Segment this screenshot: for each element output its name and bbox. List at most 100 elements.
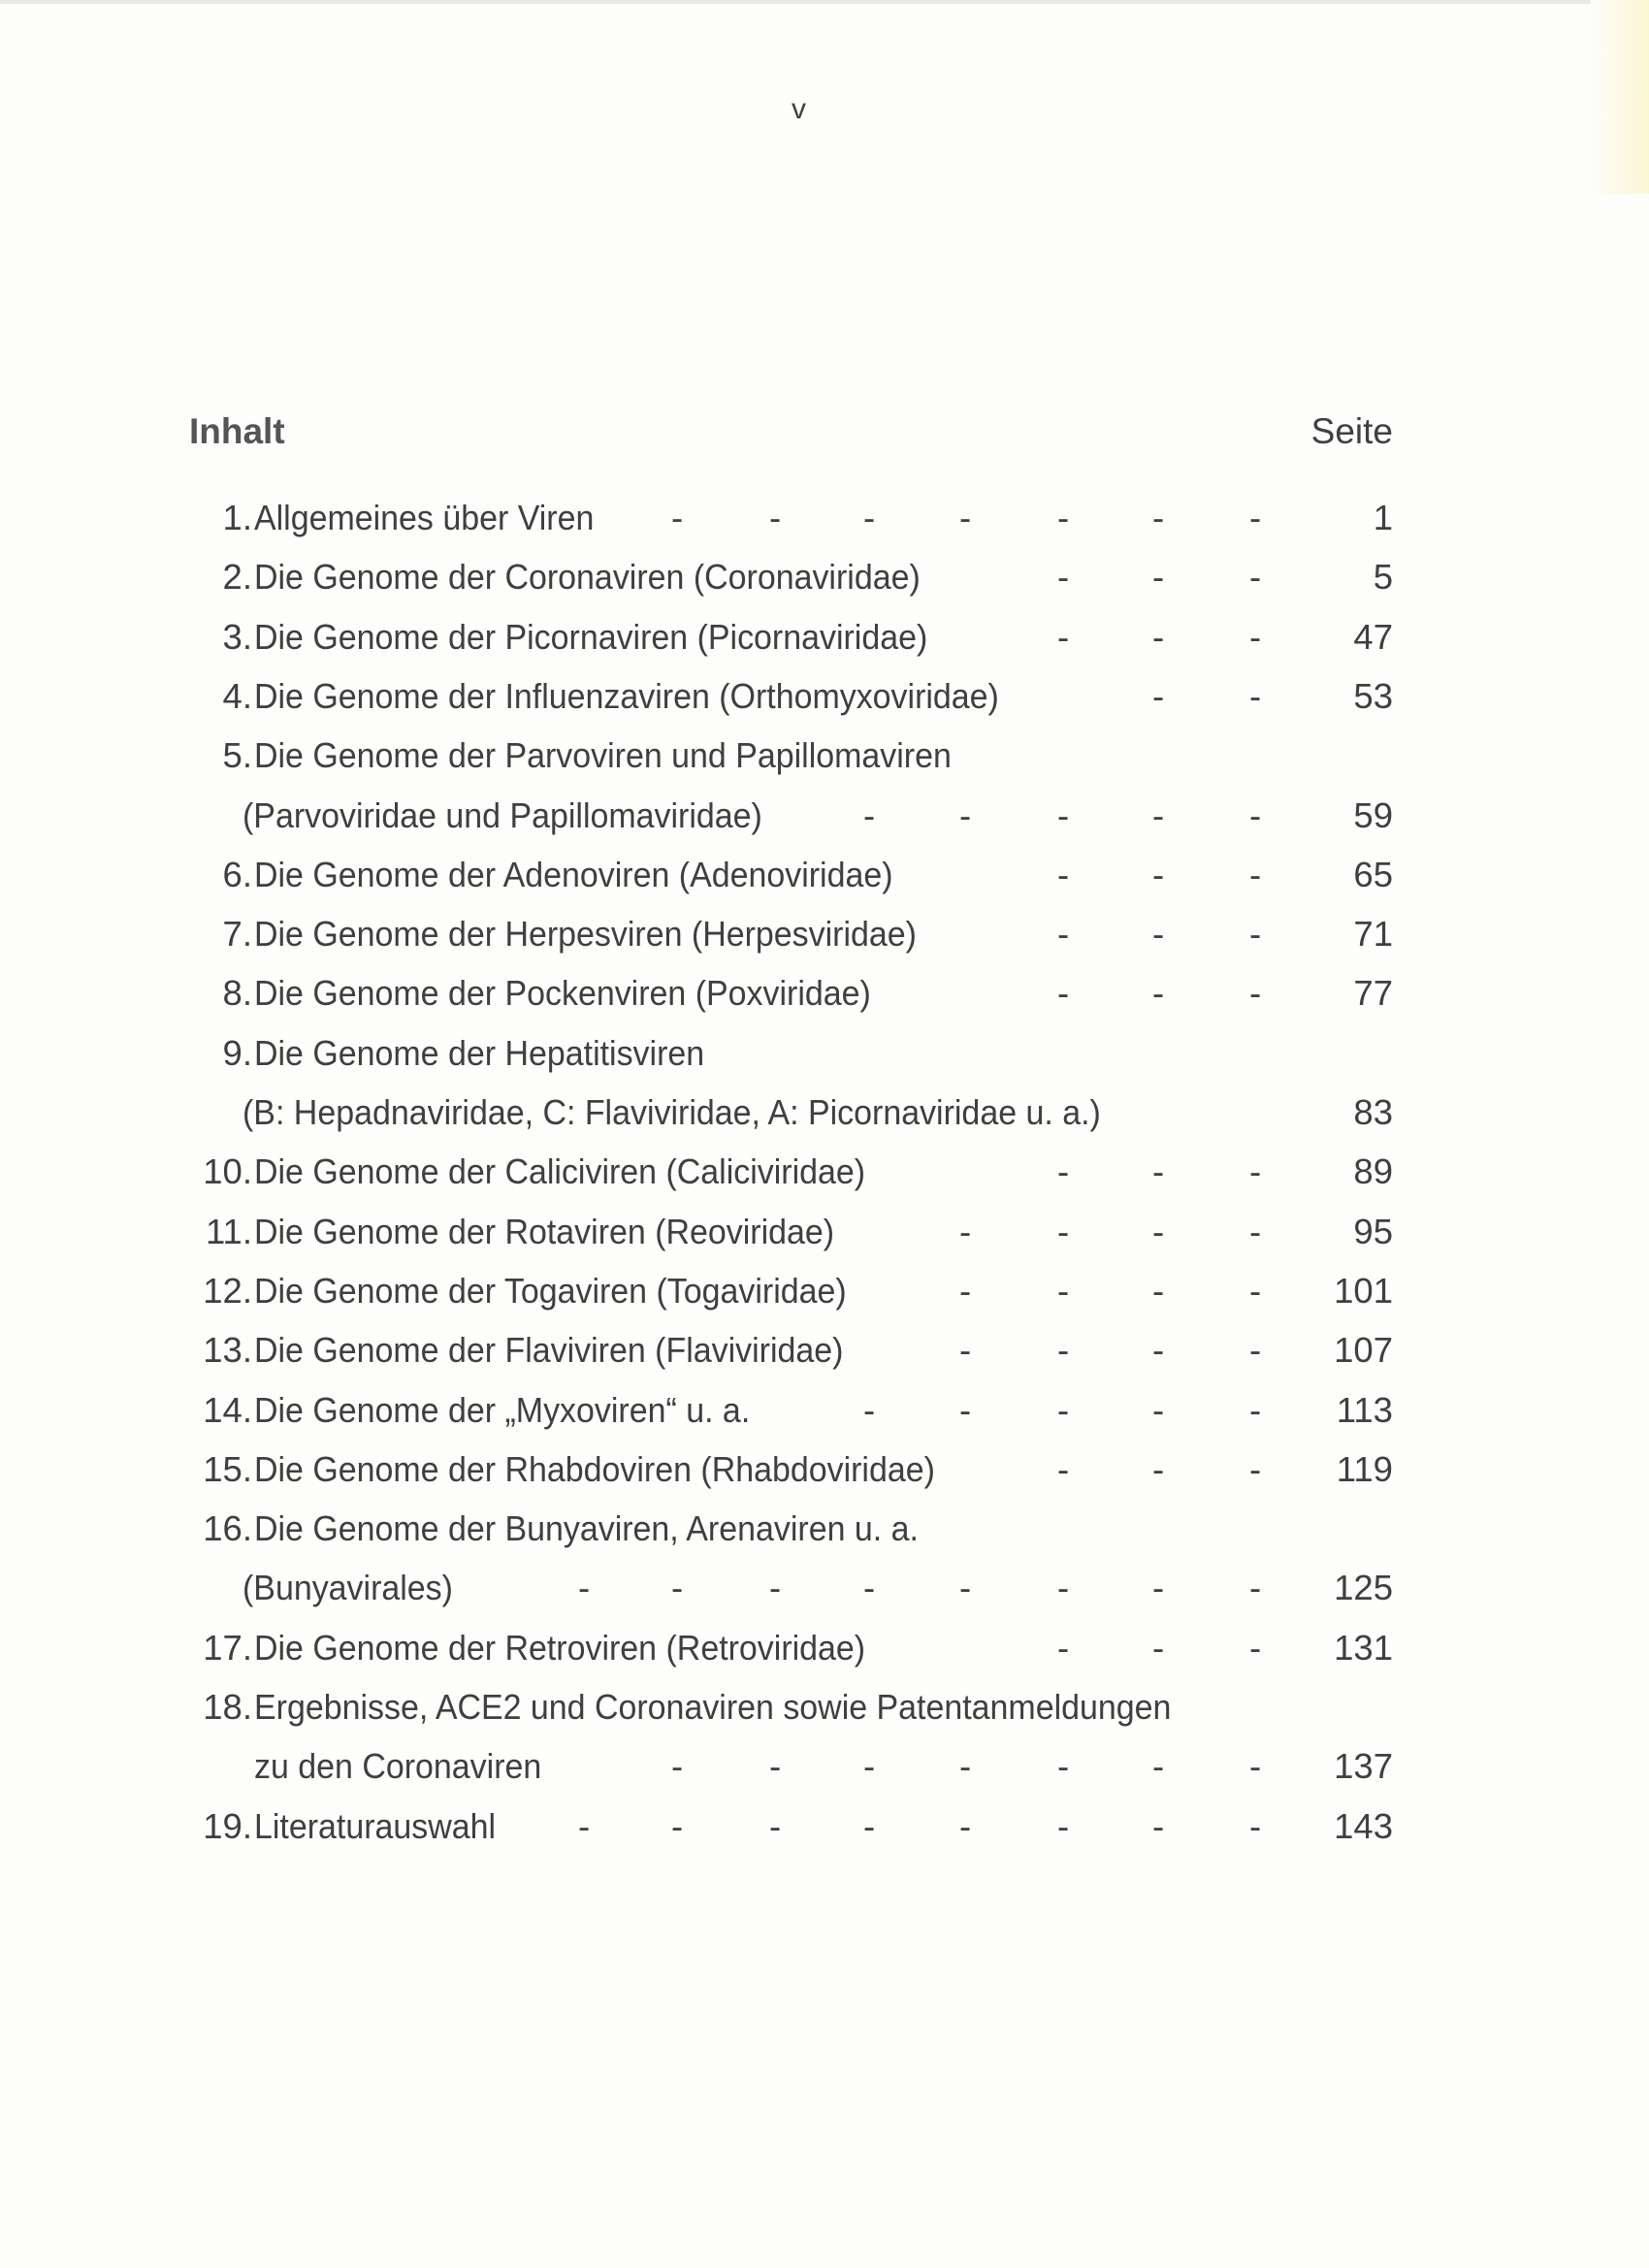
leader-dash: - [1152, 1746, 1165, 1787]
leader-dash: - [1152, 1805, 1165, 1846]
toc-entry: 3. Die Genome der Picornaviren (Picornavi… [0, 613, 1649, 662]
leader-dash: - [1249, 1746, 1262, 1787]
entry-page: 113 [1336, 1389, 1393, 1430]
toc-heading: Inhalt [189, 411, 285, 451]
entry-page: 125 [1334, 1568, 1393, 1608]
leader-dash: - [1152, 1448, 1165, 1489]
scan-edge [0, 0, 1591, 4]
toc-entry: 16. Die Genome der Bunyaviren, Arenaviren… [0, 1505, 1649, 1553]
leader-dash: - [1057, 914, 1070, 955]
entry-title: (Bunyavirales) [242, 1568, 453, 1608]
entry-title: (B: Hepadnaviridae, C: Flaviviridae, A: … [242, 1092, 1101, 1132]
toc-entry: 1. Allgemeines über Viren - - - - - - - 1 [0, 494, 1649, 542]
entry-title: Die Genome der Parvoviren und Papillomav… [254, 735, 952, 776]
toc-entry: 7. Die Genome der Herpesviren (Herpesviri… [0, 910, 1649, 958]
entry-number: 11. [205, 1211, 252, 1251]
entry-number: 4. [222, 675, 252, 716]
leader-dash: - [1152, 1270, 1165, 1311]
leader-dash: - [959, 1805, 972, 1846]
entry-page: 5 [1373, 557, 1393, 598]
leader-dash: - [1249, 1805, 1262, 1846]
leader-dash: - [1152, 557, 1165, 598]
leader-dash: - [1057, 1746, 1070, 1787]
leader-dash: - [1152, 616, 1165, 657]
entry-number: 18. [203, 1687, 252, 1727]
leader-dash: - [1152, 854, 1165, 894]
entry-title: Die Genome der Pockenviren (Poxviridae) [254, 973, 871, 1014]
toc-entry: (Parvoviridae und Papillomaviridae) - - - - -… [0, 792, 1649, 840]
leader-dash: - [863, 1389, 876, 1430]
leader-dash: - [671, 1746, 684, 1787]
leader-dash: - [1249, 973, 1262, 1014]
entry-number: 3. [222, 616, 252, 657]
leader-dash: - [1152, 1330, 1165, 1371]
leader-dash: - [959, 1568, 972, 1608]
leader-dash: - [1249, 1151, 1262, 1192]
entry-page: 83 [1353, 1092, 1393, 1132]
leader-dash: - [959, 498, 972, 537]
leader-dash: - [959, 1330, 972, 1371]
entry-number: 9. [222, 1032, 252, 1073]
leader-dash: - [578, 1568, 591, 1608]
leader-dash: - [959, 1270, 972, 1311]
entry-title: Die Genome der Rhabdoviren (Rhabdovirida… [254, 1448, 935, 1489]
entry-number: 12. [203, 1270, 252, 1311]
leader-dash: - [769, 1746, 782, 1787]
entry-page: 59 [1353, 794, 1393, 835]
toc-entry: 8. Die Genome der Pockenviren (Poxviridae… [0, 969, 1649, 1018]
leader-dash: - [1152, 914, 1165, 955]
leader-dash: - [1057, 794, 1070, 835]
entry-number: 2. [222, 557, 252, 598]
entry-page: 107 [1334, 1330, 1393, 1371]
entry-title: Die Genome der Picornaviren (Picornaviri… [254, 616, 928, 657]
entry-number: 7. [222, 914, 252, 955]
toc-entry: zu den Coronaviren - - - - - - - 137 [0, 1742, 1649, 1791]
entry-page: 47 [1353, 616, 1393, 657]
leader-dash: - [1152, 794, 1165, 835]
entry-page: 89 [1353, 1151, 1393, 1192]
leader-dash: - [1249, 498, 1262, 537]
entry-number: 5. [222, 735, 252, 776]
leader-dash: - [1249, 1270, 1262, 1311]
toc-entry: (Bunyavirales) - - - - - - - - 125 [0, 1564, 1649, 1612]
leader-dash: - [863, 1805, 876, 1846]
leader-dash: - [1152, 1151, 1165, 1192]
entry-page: 53 [1353, 675, 1393, 716]
entry-title: Die Genome der Togaviren (Togaviridae) [254, 1270, 847, 1311]
entry-title: Die Genome der Coronaviren (Coronavirida… [254, 557, 921, 598]
leader-dash: - [1152, 1568, 1165, 1608]
leader-dash: - [1057, 1627, 1070, 1668]
leader-dash: - [1057, 1389, 1070, 1430]
entry-page: 77 [1353, 973, 1393, 1014]
leader-dash: - [1057, 498, 1070, 537]
scan-tint [1591, 0, 1649, 194]
entry-title: Die Genome der Bunyaviren, Arenaviren u.… [254, 1508, 919, 1549]
entry-number: 17. [203, 1627, 252, 1668]
entry-title: Die Genome der „Myxoviren“ u. a. [254, 1389, 751, 1430]
leader-dash: - [863, 498, 876, 537]
toc-entry: 10. Die Genome der Caliciviren (Calicivir… [0, 1148, 1649, 1196]
leader-dash: - [1152, 1211, 1165, 1251]
entry-number: 1. [222, 498, 252, 537]
leader-dash: - [1152, 1389, 1165, 1430]
entry-title: Die Genome der Retroviren (Retroviridae) [254, 1627, 866, 1668]
leader-dash: - [863, 1568, 876, 1608]
entry-title: Die Genome der Flaviviren (Flaviviridae) [254, 1330, 844, 1371]
entry-title: (Parvoviridae und Papillomaviridae) [242, 794, 762, 835]
page-number: v [792, 93, 806, 125]
leader-dash: - [1249, 1330, 1262, 1371]
leader-dash: - [671, 1568, 684, 1608]
leader-dash: - [1152, 1627, 1165, 1668]
leader-dash: - [671, 1805, 684, 1846]
leader-dash: - [769, 1568, 782, 1608]
entry-page: 65 [1353, 854, 1393, 894]
toc-entry: 13. Die Genome der Flaviviren (Flavivirid… [0, 1326, 1649, 1375]
entry-page: 143 [1334, 1805, 1393, 1846]
entry-page: 1 [1373, 498, 1393, 537]
leader-dash: - [1152, 973, 1165, 1014]
toc-entry: 17. Die Genome der Retroviren (Retrovirid… [0, 1624, 1649, 1672]
entry-title: Die Genome der Herpesviren (Herpesvirida… [254, 914, 917, 955]
entry-title: Ergebnisse, ACE2 und Coronaviren sowie P… [254, 1687, 1172, 1727]
entry-title: zu den Coronaviren [254, 1746, 542, 1787]
entry-title: Die Genome der Adenoviren (Adenoviridae) [254, 854, 893, 894]
